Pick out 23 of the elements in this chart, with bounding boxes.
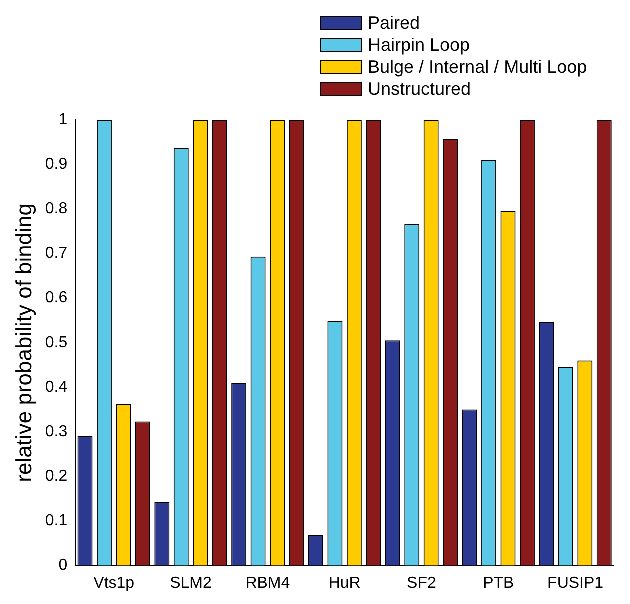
y-tick-label: 0 <box>58 557 68 574</box>
x-tick-label: PTB <box>483 574 514 592</box>
y-tick-label: 0.1 <box>45 512 68 530</box>
y-tick-label: 0.6 <box>45 290 68 307</box>
legend-label: Bulge / Internal / Multi Loop <box>368 56 588 78</box>
y-tick-label: 0.5 <box>45 334 68 352</box>
x-tick-label: Vts1p <box>94 574 135 592</box>
y-axis-title: relative probability of binding <box>11 203 36 482</box>
y-tick-label: 1 <box>58 111 68 128</box>
legend-label: Hairpin Loop <box>368 34 470 56</box>
x-tick-label: SLM2 <box>170 574 212 592</box>
y-tick-label: 0.3 <box>45 423 68 440</box>
x-tick-label: RBM4 <box>246 574 290 592</box>
y-tick-label: 0.7 <box>45 245 68 262</box>
y-tick-label: 0.9 <box>45 156 68 173</box>
x-tick-label: SF2 <box>407 574 437 592</box>
y-tick-label: 0.4 <box>45 378 68 396</box>
legend-label: Paired <box>368 12 420 34</box>
x-tick-label: HuR <box>328 574 361 592</box>
y-tick-label: 0.8 <box>45 200 68 218</box>
x-tick-label: FUSIP1 <box>548 574 604 592</box>
y-tick-label: 0.2 <box>45 468 68 486</box>
legend-label: Unstructured <box>368 78 472 100</box>
